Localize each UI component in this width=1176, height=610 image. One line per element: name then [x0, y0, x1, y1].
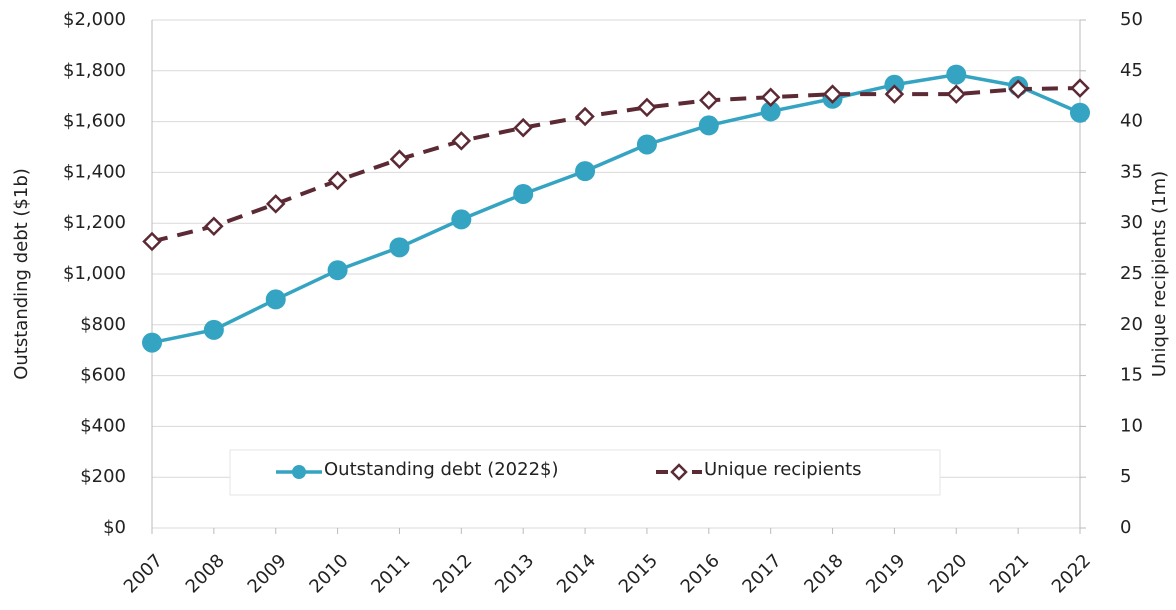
data-point [513, 183, 534, 204]
data-point [327, 260, 348, 281]
data-point [822, 84, 843, 104]
y-tick-label: $1,800 [63, 60, 126, 81]
data-point [760, 87, 781, 107]
legend-marker [292, 465, 306, 479]
legend-box [229, 449, 941, 496]
x-tick-label: 2012 [429, 550, 476, 597]
data-point [389, 149, 410, 169]
y2-tick-label: 15 [1120, 365, 1143, 386]
data-point [637, 97, 657, 118]
y-axis-title: Outstanding debt ($1b) [11, 168, 32, 380]
y2-tick-label: 10 [1120, 415, 1143, 436]
y2-axis-title: Unique recipients (1m) [1149, 171, 1170, 377]
y2-tick-label: 35 [1120, 161, 1143, 182]
y-tick-label: $1,000 [63, 263, 126, 284]
x-tick-label: 2021 [986, 550, 1033, 597]
y-tick-label: $1,200 [63, 212, 126, 233]
data-point [265, 194, 286, 214]
y2-tick-label: 40 [1120, 111, 1143, 132]
data-point [946, 64, 967, 85]
data-point [1070, 78, 1090, 98]
y-tick-label: $2,000 [63, 9, 126, 30]
data-point [451, 209, 472, 230]
y-tick-label: $800 [80, 314, 126, 335]
x-tick-label: 2007 [120, 550, 167, 597]
x-tick-label: 2009 [244, 550, 291, 597]
data-point [884, 84, 905, 104]
x-tick-label: 2011 [367, 550, 414, 597]
y-tick-label: $1,600 [63, 111, 126, 132]
data-point [575, 106, 595, 127]
data-point [699, 90, 719, 111]
series-line [151, 72, 1081, 345]
y-tick-label: $200 [80, 466, 126, 487]
x-tick-label: 2016 [677, 550, 724, 597]
x-tick-label: 2014 [553, 550, 600, 597]
data-point [142, 231, 162, 252]
y2-tick-label: 45 [1120, 60, 1143, 81]
data-point [389, 237, 410, 258]
x-tick-label: 2008 [182, 550, 229, 597]
x-tick-label: 2022 [1048, 550, 1095, 597]
x-tick-label: 2010 [305, 550, 352, 597]
y-tick-label: $1,400 [63, 161, 126, 182]
data-point [575, 161, 596, 182]
y2-tick-label: 25 [1120, 263, 1143, 284]
data-point [204, 216, 224, 237]
y-tick-label: $400 [80, 415, 126, 436]
y2-tick-label: 30 [1120, 212, 1143, 233]
data-point [203, 319, 224, 340]
data-point [760, 101, 781, 122]
x-tick-label: 2015 [615, 550, 662, 597]
legend-marker [670, 463, 688, 481]
data-point [142, 332, 162, 353]
x-tick-label: 2018 [800, 550, 847, 597]
x-tick-label: 2013 [491, 550, 538, 597]
data-point [1008, 79, 1028, 99]
data-point [698, 115, 719, 136]
data-point [636, 134, 657, 155]
x-tick-label: 2017 [738, 550, 785, 597]
legend-label: Unique recipients [704, 459, 862, 480]
y-tick-label: $600 [80, 365, 126, 386]
x-tick-label: 2019 [862, 550, 909, 597]
data-point [451, 131, 472, 151]
data-point [327, 170, 348, 191]
data-point [265, 289, 286, 310]
series-line [151, 86, 1081, 244]
y2-tick-label: 20 [1120, 314, 1143, 335]
y2-tick-label: 50 [1120, 9, 1143, 30]
y2-tick-label: 0 [1120, 517, 1131, 538]
x-tick-label: 2020 [924, 550, 971, 597]
y-tick-label: $0 [103, 517, 126, 538]
data-point [946, 84, 967, 104]
data-point [1070, 102, 1090, 123]
legend-label: Outstanding debt (2022$) [324, 459, 559, 480]
y2-tick-label: 5 [1120, 466, 1131, 487]
data-point [513, 117, 533, 138]
